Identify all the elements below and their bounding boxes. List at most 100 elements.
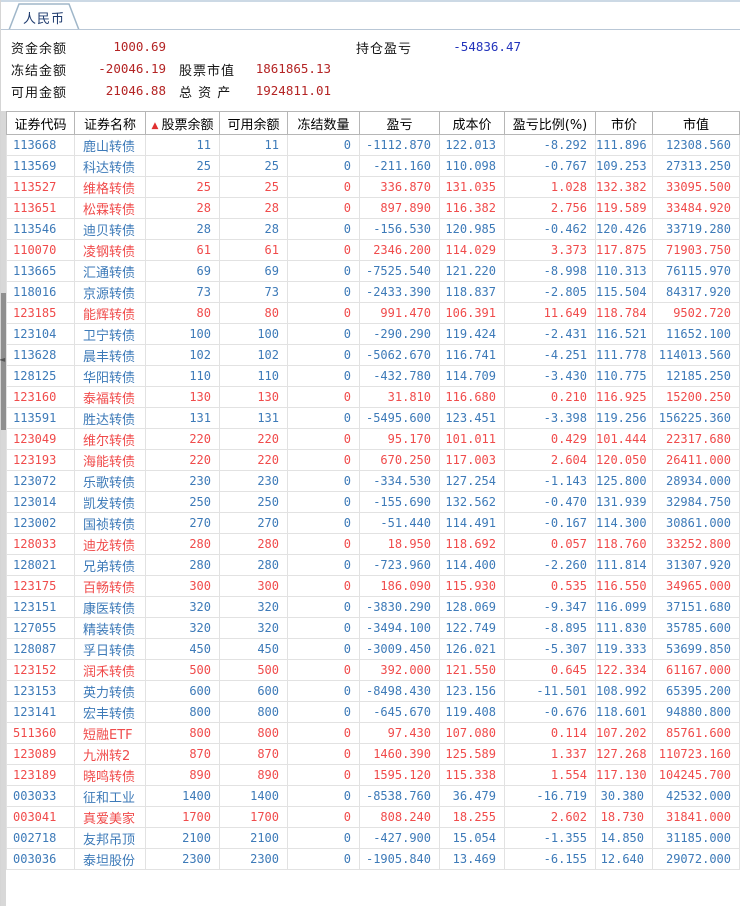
col-header-frozen[interactable]: 冻结数量 [287, 111, 360, 135]
cell-available: 25 [219, 155, 288, 177]
cell-available: 28 [219, 218, 288, 240]
cell-price: 119.333 [595, 638, 653, 660]
cell-code: 127055 [6, 617, 75, 639]
cell-balance: 1700 [145, 806, 220, 828]
cell-code: 123002 [6, 512, 75, 534]
table-row[interactable]: 123072 乐歌转债 230 230 0 -334.530 127.254 -1.143 12… [6, 470, 740, 492]
table-row[interactable]: 123049 维尔转债 220 220 0 95.170 101.011 0.429 101.4… [6, 428, 740, 450]
cell-available: 11 [219, 134, 288, 156]
table-row[interactable]: 110070 凌钢转债 61 61 0 2346.200 114.029 3.373 117.8… [6, 239, 740, 261]
col-header-pnl-pct[interactable]: 盈亏比例(%) [504, 111, 596, 135]
cell-name: 英力转债 [74, 680, 146, 702]
table-row[interactable]: 113546 迪贝转债 28 28 0 -156.530 120.985 -0.462 120.… [6, 218, 740, 240]
cell-available: 61 [219, 239, 288, 261]
table-row[interactable]: 002718 友邦吊顶 2100 2100 0 -427.900 15.054 -1.355 1… [6, 827, 740, 849]
table-row[interactable]: 511360 短融ETF 800 800 0 97.430 107.080 0.114 107.… [6, 722, 740, 744]
cell-code: 123014 [6, 491, 75, 513]
cell-value: 42532.000 [652, 785, 740, 807]
cell-available: 110 [219, 365, 288, 387]
table-row[interactable]: 113569 科达转债 25 25 0 -211.160 110.098 -0.767 109.… [6, 155, 740, 177]
table-row[interactable]: 113527 维格转债 25 25 0 336.870 131.035 1.028 132.38… [6, 176, 740, 198]
table-row[interactable]: 123014 凯发转债 250 250 0 -155.690 132.562 -0.470 13… [6, 491, 740, 513]
cell-available: 230 [219, 470, 288, 492]
cell-code: 123104 [6, 323, 75, 345]
table-row[interactable]: 123141 宏丰转债 800 800 0 -645.670 119.408 -0.676 11… [6, 701, 740, 723]
cell-name: 京源转债 [74, 281, 146, 303]
table-row[interactable]: 123152 润禾转债 500 500 0 392.000 121.550 0.645 122.… [6, 659, 740, 681]
tabbar-underline [1, 29, 740, 30]
cell-balance: 1400 [145, 785, 220, 807]
cell-available: 500 [219, 659, 288, 681]
cell-pnl: 336.870 [359, 176, 440, 198]
table-row[interactable]: 123193 海能转债 220 220 0 670.250 117.003 2.604 120.… [6, 449, 740, 471]
col-header-code[interactable]: 证券代码 [6, 111, 75, 135]
cell-price: 118.760 [595, 533, 653, 555]
cell-pnl: 18.950 [359, 533, 440, 555]
cell-pnl_pct: -0.470 [504, 491, 596, 513]
col-header-price[interactable]: 市价 [595, 111, 653, 135]
scrollbar-thumb[interactable] [1, 293, 6, 430]
col-header-cost[interactable]: 成本价 [439, 111, 505, 135]
table-row[interactable]: 123185 能辉转债 80 80 0 991.470 106.391 11.649 118.7… [6, 302, 740, 324]
cell-cost: 131.035 [439, 176, 505, 198]
cell-code: 123189 [6, 764, 75, 786]
cell-price: 119.256 [595, 407, 653, 429]
cell-frozen: 0 [287, 764, 360, 786]
cell-pnl_pct: 1.554 [504, 764, 596, 786]
table-row[interactable]: 113651 松霖转债 28 28 0 897.890 116.382 2.756 119.58… [6, 197, 740, 219]
frozen-amount-label: 冻结金额 [11, 64, 68, 79]
left-scrollbar[interactable]: ◄ [0, 111, 6, 906]
cell-cost: 114.491 [439, 512, 505, 534]
cell-price: 109.253 [595, 155, 653, 177]
cell-name: 国祯转债 [74, 512, 146, 534]
col-header-balance[interactable]: ▲ 股票余额 [145, 111, 220, 135]
cell-frozen: 0 [287, 554, 360, 576]
table-row[interactable]: 123002 国祯转债 270 270 0 -51.440 114.491 -0.167 114… [6, 512, 740, 534]
table-row[interactable]: 128087 孚日转债 450 450 0 -3009.450 126.021 -5.307 1… [6, 638, 740, 660]
table-row[interactable]: 123175 百畅转债 300 300 0 186.090 115.930 0.535 116.… [6, 575, 740, 597]
collapse-left-icon[interactable]: ◄ [0, 355, 6, 364]
col-header-name[interactable]: 证券名称 [74, 111, 146, 135]
cell-value: 31307.920 [652, 554, 740, 576]
cell-pnl: 95.170 [359, 428, 440, 450]
col-header-available[interactable]: 可用余额 [219, 111, 288, 135]
table-row[interactable]: 123089 九洲转2 870 870 0 1460.390 125.589 1.337 127… [6, 743, 740, 765]
table-row[interactable]: 123160 泰福转债 130 130 0 31.810 116.680 0.210 116.9… [6, 386, 740, 408]
cell-frozen: 0 [287, 785, 360, 807]
cell-price: 110.313 [595, 260, 653, 282]
table-row[interactable]: 127055 精装转债 320 320 0 -3494.100 122.749 -8.895 1… [6, 617, 740, 639]
table-row[interactable]: 128033 迪龙转债 280 280 0 18.950 118.692 0.057 118.7… [6, 533, 740, 555]
table-row[interactable]: 113668 鹿山转债 11 11 0 -1112.870 122.013 -8.292 111… [6, 134, 740, 156]
table-row[interactable]: 123189 晓鸣转债 890 890 0 1595.120 115.338 1.554 117… [6, 764, 740, 786]
table-row[interactable]: 003041 真爱美家 1700 1700 0 808.240 18.255 2.602 18.… [6, 806, 740, 828]
table-row[interactable]: 123153 英力转债 600 600 0 -8498.430 123.156 -11.501… [6, 680, 740, 702]
table-row[interactable]: 123104 卫宁转债 100 100 0 -290.290 119.424 -2.431 11… [6, 323, 740, 345]
cell-name: 迪龙转债 [74, 533, 146, 555]
cell-name: 短融ETF [74, 722, 146, 744]
table-row[interactable]: 003036 泰坦股份 2300 2300 0 -1905.840 13.469 -6.155… [6, 848, 740, 870]
cell-name: 真爱美家 [74, 806, 146, 828]
col-header-value[interactable]: 市值 [652, 111, 740, 135]
cell-frozen: 0 [287, 218, 360, 240]
table-row[interactable]: 123151 康医转债 320 320 0 -3830.290 128.069 -9.347 1… [6, 596, 740, 618]
cell-cost: 132.562 [439, 491, 505, 513]
tab-rmb[interactable]: 人民币 [8, 3, 80, 30]
cell-code: 113665 [6, 260, 75, 282]
table-row[interactable]: 113591 胜达转债 131 131 0 -5495.600 123.451 -3.398 1… [6, 407, 740, 429]
table-row[interactable]: 113628 晨丰转债 102 102 0 -5062.670 116.741 -4.251 1… [6, 344, 740, 366]
table-row[interactable]: 128021 兄弟转债 280 280 0 -723.960 114.400 -2.260 11… [6, 554, 740, 576]
cell-name: 乐歌转债 [74, 470, 146, 492]
cell-name: 汇通转债 [74, 260, 146, 282]
cell-frozen: 0 [287, 848, 360, 870]
cell-pnl_pct: 0.535 [504, 575, 596, 597]
cell-price: 116.550 [595, 575, 653, 597]
col-header-pnl[interactable]: 盈亏 [359, 111, 440, 135]
cell-pnl: -156.530 [359, 218, 440, 240]
table-row[interactable]: 118016 京源转债 73 73 0 -2433.390 118.837 -2.805 115… [6, 281, 740, 303]
cell-cost: 122.749 [439, 617, 505, 639]
table-row[interactable]: 003033 征和工业 1400 1400 0 -8538.760 36.479 -16.71… [6, 785, 740, 807]
table-row[interactable]: 113665 汇通转债 69 69 0 -7525.540 121.220 -8.998 110… [6, 260, 740, 282]
cell-pnl_pct: -3.430 [504, 365, 596, 387]
cell-price: 120.426 [595, 218, 653, 240]
